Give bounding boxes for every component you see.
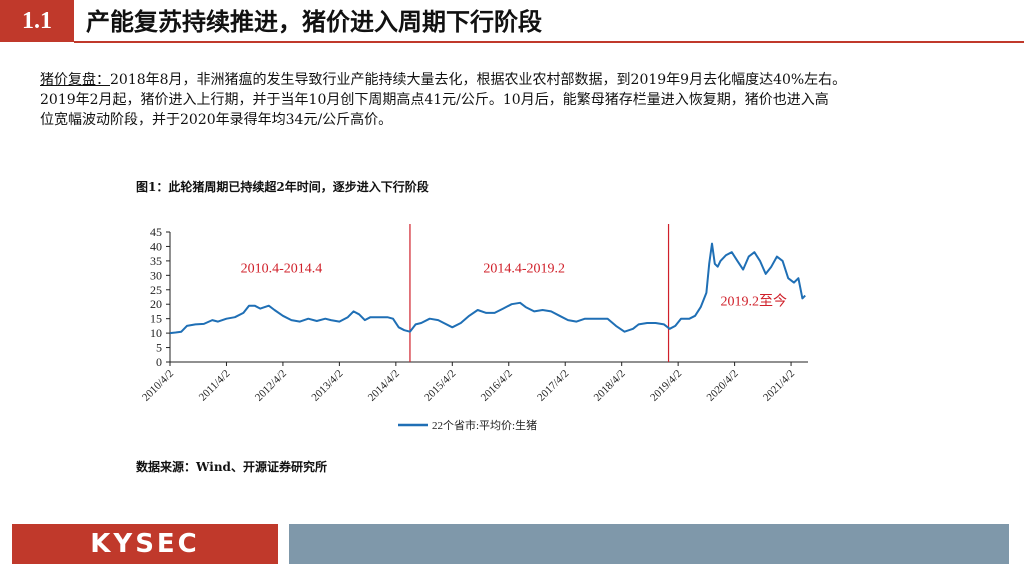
x-tick-label: 2021/4/2 [761, 368, 797, 404]
summary-paragraph: 猪价复盘：2018年8月，非洲猪瘟的发生导致行业产能持续大量去化，根据农业农村部… [40, 70, 990, 130]
x-tick-label: 2015/4/2 [422, 368, 458, 404]
page-title: 产能复苏持续推进，猪价进入周期下行阶段 [86, 8, 542, 36]
y-tick-label: 20 [150, 297, 162, 311]
x-tick-label: 2014/4/2 [366, 368, 402, 404]
y-tick-label: 5 [156, 341, 162, 355]
x-tick-label: 2017/4/2 [535, 368, 571, 404]
paragraph-line-1: 2018年8月，非洲猪瘟的发生导致行业产能持续大量去化，根据农业农村部数据，到2… [110, 72, 847, 88]
y-tick-label: 30 [150, 268, 162, 282]
y-tick-label: 15 [150, 312, 162, 326]
header-divider [74, 41, 1024, 43]
section-number: 1.1 [0, 0, 74, 42]
x-tick-label: 2011/4/2 [197, 368, 233, 404]
y-tick-label: 40 [150, 239, 162, 253]
y-tick-label: 0 [156, 355, 162, 369]
y-tick-label: 10 [150, 326, 162, 340]
legend-label: 22个省市:平均价:生猪 [432, 418, 537, 432]
x-tick-label: 2016/4/2 [479, 368, 515, 404]
period-annotation: 2014.4-2019.2 [483, 261, 565, 276]
paragraph-lead: 猪价复盘： [40, 72, 110, 88]
x-tick-label: 2012/4/2 [253, 368, 289, 404]
period-annotation: 2010.4-2014.4 [241, 261, 323, 276]
figure-title: 图1：此轮猪周期已持续超2年时间，逐步进入下行阶段 [136, 180, 429, 194]
x-tick-label: 2010/4/2 [140, 368, 176, 404]
x-tick-label: 2013/4/2 [309, 368, 345, 404]
x-tick-label: 2019/4/2 [648, 368, 684, 404]
y-tick-label: 45 [150, 225, 162, 239]
y-tick-label: 35 [150, 254, 162, 268]
price-series-line [169, 242, 806, 335]
x-tick-label: 2020/4/2 [705, 368, 741, 404]
period-annotation: 2019.2至今 [720, 294, 787, 310]
paragraph-line-3: 位宽幅波动阶段，并于2020年录得年均34元/公斤高价。 [40, 112, 393, 128]
footer-bar [289, 524, 1009, 564]
paragraph-line-2: 2019年2月起，猪价进入上行期，并于当年10月创下周期高点41元/公斤。10月… [40, 92, 829, 108]
y-tick-label: 25 [150, 283, 162, 297]
kysec-logo: KYSEC [12, 524, 278, 564]
data-source: 数据来源：Wind、开源证券研究所 [136, 460, 327, 474]
x-tick-label: 2018/4/2 [592, 368, 628, 404]
